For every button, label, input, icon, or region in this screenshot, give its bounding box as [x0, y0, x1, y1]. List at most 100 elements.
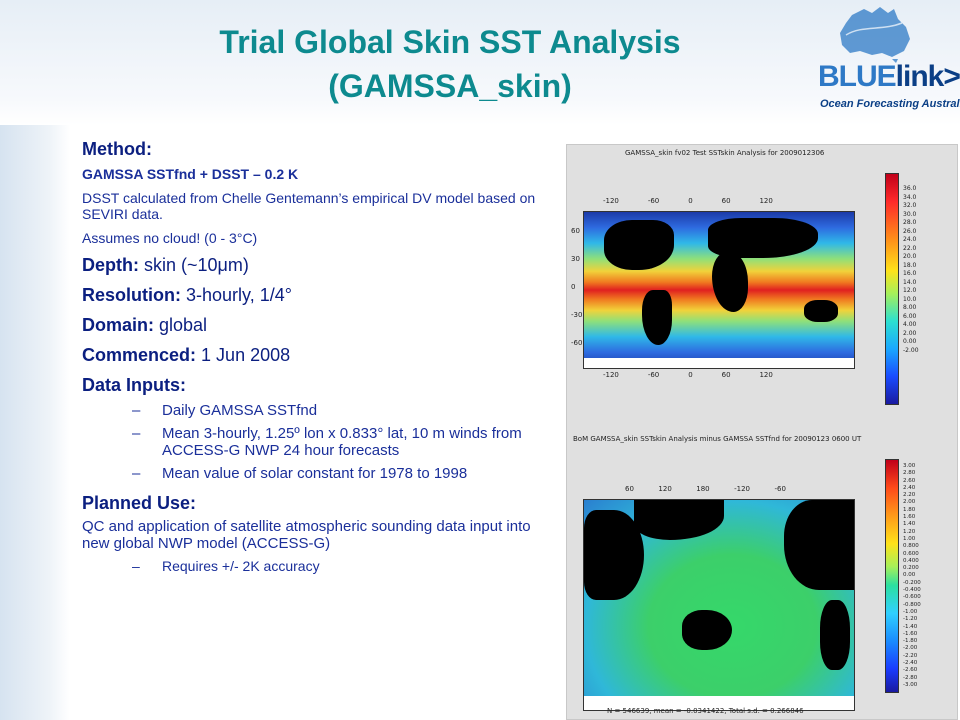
- lon-label: 180: [696, 485, 710, 493]
- tick-label: 2.20: [903, 492, 916, 499]
- tick-label: 18.0: [903, 261, 917, 269]
- spec-resolution: Resolution: 3-hourly, 1/4°: [82, 284, 552, 306]
- lon-label: 60: [721, 371, 731, 379]
- lon-label: 60: [721, 197, 731, 205]
- land-australia: [804, 300, 838, 322]
- data-input-item: – Daily GAMSSA SSTfnd: [82, 402, 552, 419]
- spec-depth-value: skin (~10μm): [144, 255, 249, 275]
- dash-bullet-icon: –: [132, 402, 141, 419]
- tick-label: 0.400: [903, 557, 919, 564]
- tick-label: -0.400: [903, 587, 921, 594]
- lat-label: 30: [571, 255, 580, 263]
- lon-label: 120: [759, 197, 773, 205]
- tick-label: 0.00: [903, 572, 916, 579]
- land-north-america: [604, 220, 674, 270]
- spec-resolution-label: Resolution:: [82, 285, 181, 305]
- method-heading: Method:: [82, 139, 152, 159]
- dash-bullet-icon: –: [132, 425, 141, 442]
- tick-label: 0.00: [903, 338, 917, 345]
- bottom-colorbar-ticks: 3.00 2.80 2.60 2.40 2.20 2.00 1.80 1.60 …: [903, 463, 921, 689]
- lat-label: 60: [571, 227, 580, 235]
- lon-label: 120: [759, 371, 773, 379]
- lon-label: 0: [688, 197, 693, 205]
- lon-label: -120: [603, 197, 619, 205]
- tick-label: 1.00: [903, 535, 916, 542]
- data-input-item-text: Daily GAMSSA SSTfnd: [162, 402, 318, 419]
- tick-label: -0.800: [903, 601, 921, 608]
- tick-label: 28.0: [903, 219, 917, 226]
- dash-bullet-icon: –: [132, 558, 140, 574]
- tick-label: 14.0: [903, 278, 917, 286]
- tick-label: -1.60: [903, 630, 918, 637]
- top-map-lat-labels: 60 30 0 -30 -60: [571, 217, 582, 357]
- tick-label: 2.00: [903, 329, 917, 337]
- tick-label: -2.00: [903, 645, 918, 652]
- tick-label: 2.60: [903, 477, 916, 484]
- spec-domain: Domain: global: [82, 314, 552, 336]
- tick-label: 24.0: [903, 236, 917, 243]
- tick-label: 32.0: [903, 202, 917, 209]
- lon-label: -60: [774, 485, 786, 493]
- title-line-1: Trial Global Skin SST Analysis: [219, 24, 681, 60]
- data-input-item: – Mean value of solar constant for 1978 …: [82, 465, 552, 482]
- tick-label: -3.00: [903, 681, 918, 688]
- title-line-2: (GAMSSA_skin): [328, 68, 572, 104]
- spec-depth: Depth: skin (~10μm): [82, 254, 552, 276]
- top-map-caption: GAMSSA_skin fv02 Test SSTskin Analysis f…: [625, 149, 825, 157]
- tick-label: 1.80: [903, 506, 916, 513]
- top-map-lon-labels: -120 -60 0 60 120: [603, 197, 773, 205]
- top-colorbar: [885, 173, 899, 405]
- land-antarctica: [584, 358, 854, 368]
- tick-label: 1.60: [903, 514, 916, 521]
- lon-label: 120: [658, 485, 672, 493]
- sst-analysis-figure: GAMSSA_skin fv02 Test SSTskin Analysis f…: [566, 144, 958, 720]
- land-antarctica: [584, 696, 854, 710]
- tick-label: 16.0: [903, 270, 917, 277]
- tick-label: 1.20: [903, 528, 916, 535]
- tick-label: 1.40: [903, 521, 916, 528]
- lon-label: -120: [734, 485, 751, 493]
- tick-label: -2.20: [903, 652, 918, 659]
- method-cloud-text: Assumes no cloud! (0 - 3°C): [82, 230, 258, 246]
- tick-label: 2.80: [903, 470, 916, 477]
- slide-title: Trial Global Skin SST Analysis (GAMSSA_s…: [130, 20, 770, 108]
- australia-map-icon: [840, 7, 910, 63]
- tick-label: -0.200: [903, 579, 921, 586]
- tick-label: 12.0: [903, 287, 917, 294]
- spec-depth-label: Depth:: [82, 255, 139, 275]
- lon-label: -60: [647, 197, 660, 205]
- method-formula: GAMSSA SSTfnd + DSST – 0.2 K: [82, 166, 299, 182]
- top-colorbar-ticks: 36.0 34.0 32.0 30.0 28.0 26.0 24.0 22.0 …: [903, 185, 919, 355]
- tick-label: 34.0: [903, 193, 917, 201]
- lat-label: -30: [571, 311, 583, 319]
- land-south-america: [820, 600, 850, 670]
- planned-use-item-text: Requires +/- 2K accuracy: [162, 558, 320, 574]
- tick-label: 0.200: [903, 565, 919, 572]
- tick-label: 10.0: [903, 295, 917, 303]
- spec-domain-label: Domain:: [82, 315, 154, 335]
- planned-use-item: – Requires +/- 2K accuracy: [82, 558, 552, 575]
- lon-label: -60: [647, 371, 660, 379]
- land-eurasia: [708, 218, 818, 258]
- logo-word-blue: BLUE: [818, 60, 897, 93]
- tick-label: -2.80: [903, 674, 918, 681]
- bluelink-logo: BLUElink> Ocean Forecasting Australia: [810, 5, 960, 115]
- lon-label: 0: [688, 371, 693, 379]
- tick-label: 3.00: [903, 463, 916, 469]
- tick-label: 30.0: [903, 210, 917, 218]
- land-south-america: [642, 290, 672, 345]
- tick-label: 2.00: [903, 499, 916, 506]
- land-africa: [712, 252, 748, 312]
- logo-tagline: Ocean Forecasting Australia: [820, 98, 960, 110]
- tick-label: 0.600: [903, 550, 919, 557]
- land-asia-east: [634, 500, 724, 540]
- data-input-item-text: Mean 3-hourly, 1.25º lon x 0.833° lat, 1…: [162, 425, 522, 459]
- spec-domain-value: global: [159, 315, 208, 335]
- lon-label: -120: [603, 371, 619, 379]
- tick-label: -1.20: [903, 616, 918, 623]
- top-map-lon-labels-bottom: -120 -60 0 60 120: [603, 371, 773, 379]
- dash-bullet-icon: –: [132, 465, 141, 482]
- tick-label: 26.0: [903, 227, 917, 235]
- tick-label: 20.0: [903, 253, 917, 260]
- lat-label: -60: [571, 339, 583, 347]
